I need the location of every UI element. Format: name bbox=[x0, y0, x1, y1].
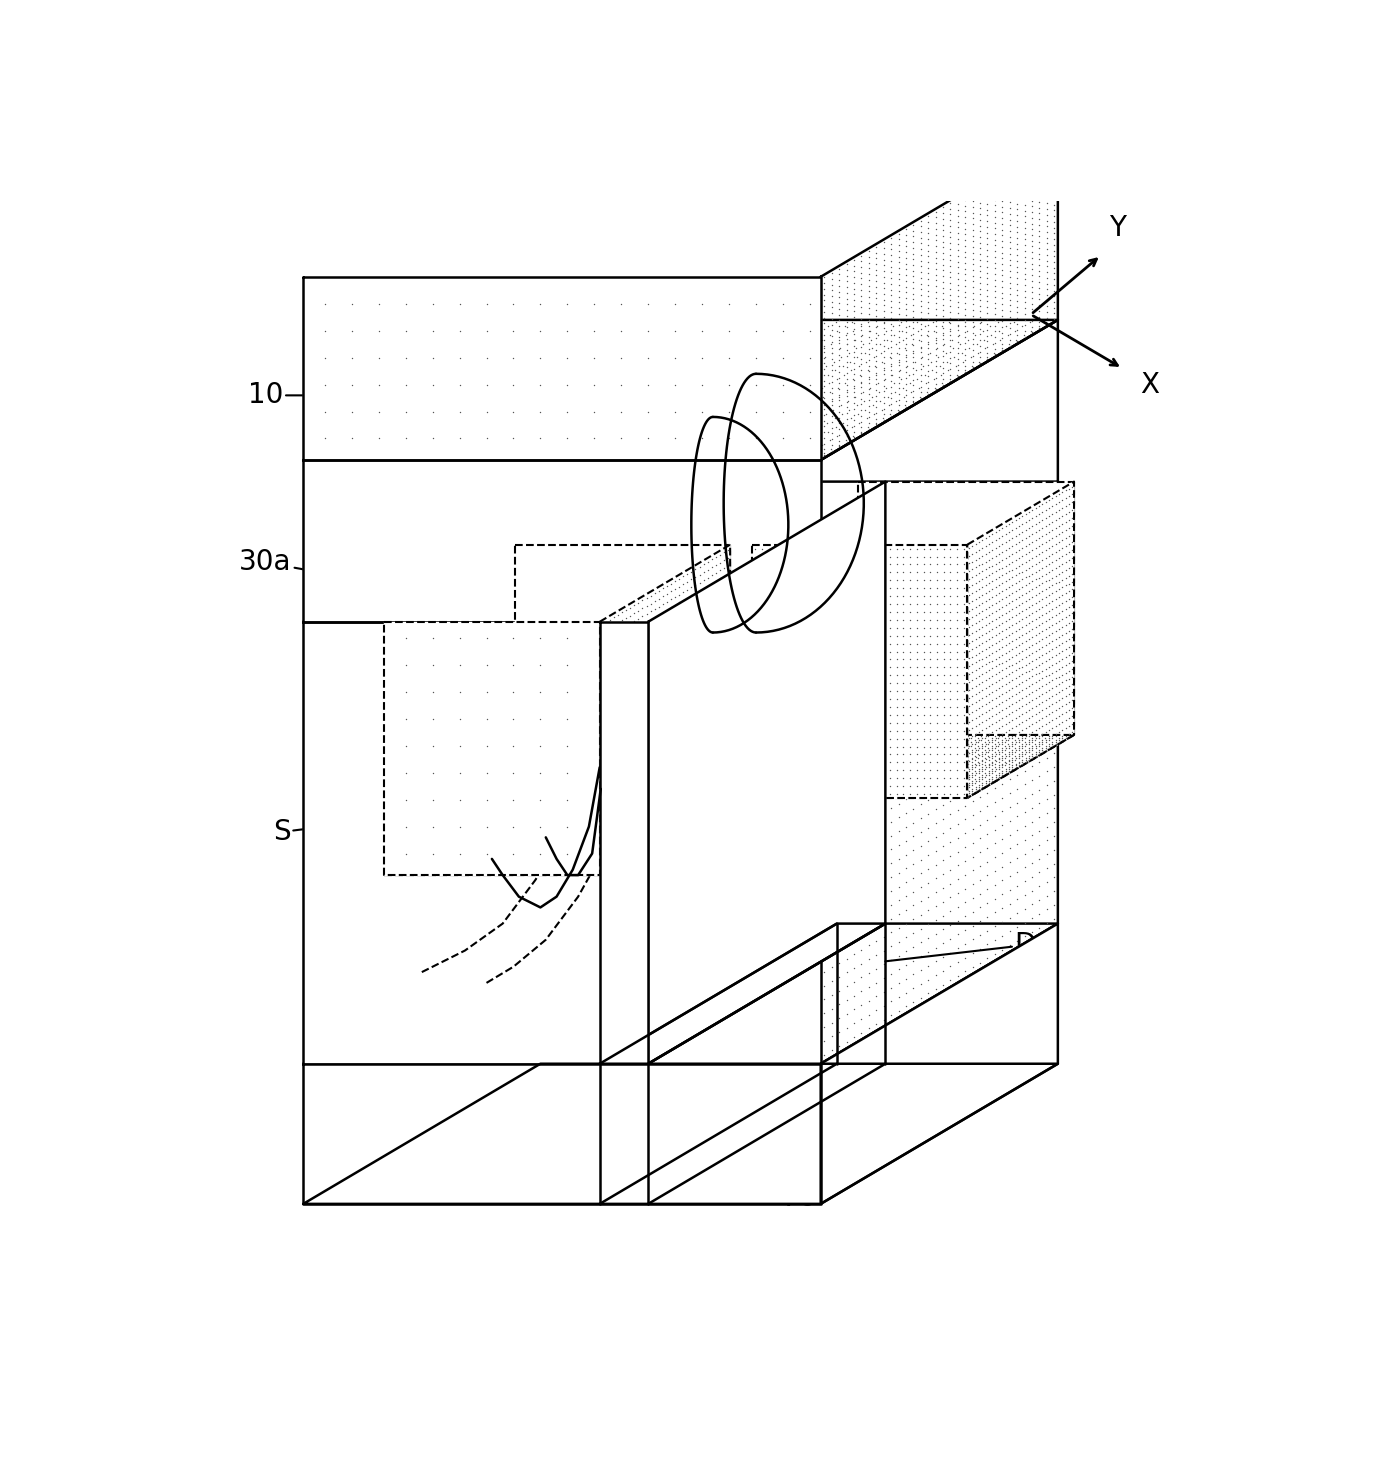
Polygon shape bbox=[600, 545, 730, 875]
Text: 60: 60 bbox=[616, 645, 693, 698]
Polygon shape bbox=[303, 1064, 821, 1204]
Text: D: D bbox=[886, 931, 1036, 962]
Text: 70: 70 bbox=[734, 1139, 817, 1212]
Text: 65: 65 bbox=[734, 689, 801, 730]
Polygon shape bbox=[648, 482, 886, 1064]
Text: Y: Y bbox=[1109, 214, 1125, 242]
Polygon shape bbox=[821, 482, 1059, 1064]
Text: S: S bbox=[273, 815, 412, 846]
Polygon shape bbox=[303, 277, 821, 460]
Polygon shape bbox=[600, 622, 648, 1064]
Polygon shape bbox=[858, 482, 1074, 734]
Polygon shape bbox=[303, 622, 821, 1064]
Polygon shape bbox=[821, 136, 1059, 460]
Polygon shape bbox=[303, 1064, 1059, 1204]
Polygon shape bbox=[821, 924, 1059, 1204]
Polygon shape bbox=[515, 545, 730, 798]
Polygon shape bbox=[821, 320, 1059, 622]
Polygon shape bbox=[384, 798, 730, 875]
Polygon shape bbox=[303, 482, 1059, 622]
Polygon shape bbox=[600, 924, 886, 1064]
Polygon shape bbox=[751, 545, 967, 798]
Polygon shape bbox=[303, 924, 1059, 1064]
Text: 50: 50 bbox=[394, 950, 481, 1013]
Text: 30a: 30a bbox=[239, 548, 325, 576]
Polygon shape bbox=[303, 460, 821, 622]
Polygon shape bbox=[384, 622, 600, 875]
Polygon shape bbox=[967, 482, 1074, 798]
Polygon shape bbox=[303, 320, 1059, 460]
Polygon shape bbox=[751, 734, 1074, 798]
Text: 10: 10 bbox=[248, 381, 325, 409]
Text: X: X bbox=[1141, 371, 1159, 399]
